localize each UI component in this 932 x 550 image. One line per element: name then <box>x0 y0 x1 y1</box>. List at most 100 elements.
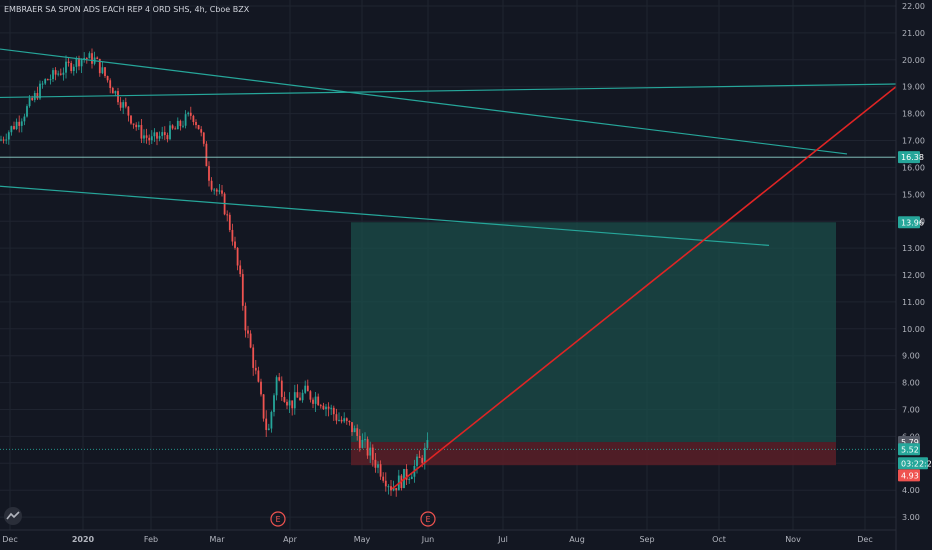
tradingview-logo-icon[interactable] <box>4 507 22 525</box>
candle-body <box>148 137 151 141</box>
candle-body <box>356 428 359 436</box>
candle-body <box>304 385 307 393</box>
candle-body <box>296 392 299 398</box>
candle-body <box>374 459 377 468</box>
earnings-marker-icon[interactable] <box>270 511 286 527</box>
candle-body <box>101 67 104 74</box>
red-trendline[interactable] <box>391 86 897 490</box>
y-tick-label: 21.00 <box>902 29 925 38</box>
price-badge <box>898 443 920 456</box>
candle-body <box>306 385 309 392</box>
candle-body <box>332 407 335 415</box>
y-tick-label: 18.00 <box>902 110 925 119</box>
x-tick-label: Mar <box>209 535 225 544</box>
candle-body <box>405 468 408 480</box>
candle-body <box>174 128 177 130</box>
candle-body <box>78 58 80 67</box>
candle-body <box>421 457 424 463</box>
candle-body <box>184 114 187 126</box>
candle-body <box>5 139 8 141</box>
y-tick-label: 9.00 <box>902 352 920 361</box>
price-badge <box>898 457 928 470</box>
candle-body <box>187 112 190 115</box>
candles <box>0 48 429 497</box>
y-tick-label: 11.00 <box>902 298 925 307</box>
candle-body <box>330 407 333 409</box>
candle-body <box>249 333 252 348</box>
candle-body <box>65 61 67 73</box>
candle-body <box>392 487 395 491</box>
x-tick-label: Aug <box>569 535 585 544</box>
candle-body <box>239 265 242 275</box>
candle-body <box>158 135 161 139</box>
candle-body <box>241 274 244 306</box>
candle-body <box>156 132 158 139</box>
candle-body <box>10 126 13 133</box>
stop-zone <box>351 442 836 466</box>
candle-body <box>169 125 171 140</box>
x-axis[interactable]: Dec 2020 Feb Mar Apr May Jun Jul Aug Sep Oct Nov Dec <box>2 535 872 544</box>
candle-body <box>2 139 5 141</box>
candle-body <box>325 406 327 410</box>
candle-body <box>182 125 184 127</box>
candle-body <box>67 61 70 63</box>
candle-body <box>254 367 257 371</box>
candle-body <box>309 391 312 400</box>
candle-body <box>122 102 125 108</box>
candle-body <box>395 487 398 491</box>
candle-body <box>288 400 291 406</box>
candle-body <box>226 214 229 216</box>
candle-body <box>260 381 262 395</box>
candle-body <box>262 394 265 419</box>
candle-body <box>293 392 296 409</box>
candle-body <box>176 120 179 130</box>
candle-body <box>54 70 57 75</box>
candle-body <box>127 106 130 116</box>
y-tick-label: 12.00 <box>902 271 925 280</box>
candle-body <box>98 58 101 74</box>
candle-body <box>145 135 148 138</box>
candle-body <box>39 83 41 99</box>
candle-body <box>189 112 192 116</box>
x-tick-label: Oct <box>712 535 726 544</box>
candle-body <box>416 456 418 466</box>
x-tick-label: Nov <box>785 535 801 544</box>
candle-body <box>163 132 166 136</box>
candle-body <box>106 76 109 81</box>
candle-body <box>161 132 164 136</box>
candle-body <box>143 135 145 139</box>
x-tick-label: Feb <box>144 535 158 544</box>
candle-body <box>387 486 390 488</box>
y-tick-label: 7.00 <box>902 406 920 415</box>
target-zone <box>351 222 836 443</box>
candle-body <box>283 396 286 402</box>
candle-body <box>418 456 421 458</box>
price-badge <box>898 216 920 229</box>
x-tick-label: Jul <box>497 535 508 544</box>
candle-body <box>410 476 413 479</box>
trendline[interactable] <box>0 48 848 155</box>
x-tick-label: Jun <box>421 535 435 544</box>
chart-title: EMBRAER SA SPON ADS EACH REP 4 ORD SHS, … <box>4 5 250 14</box>
candle-body <box>319 405 322 407</box>
y-tick-label: 19.00 <box>902 83 925 92</box>
trendline[interactable] <box>0 83 897 99</box>
trendline[interactable] <box>0 185 770 247</box>
candle-body <box>267 428 270 430</box>
price-badge-label: 03:22:25 <box>901 459 932 468</box>
candle-body <box>312 399 314 404</box>
candle-body <box>124 102 127 107</box>
candle-body <box>345 418 348 421</box>
candle-body <box>70 62 73 72</box>
candle-body <box>338 419 340 421</box>
candle-body <box>75 58 78 67</box>
candle-body <box>31 97 34 100</box>
candle-body <box>382 476 385 481</box>
candle-body <box>301 392 304 401</box>
candle-body <box>215 189 218 192</box>
candle-body <box>150 136 153 141</box>
candle-body <box>371 447 374 460</box>
earnings-marker-icon[interactable] <box>420 511 436 527</box>
